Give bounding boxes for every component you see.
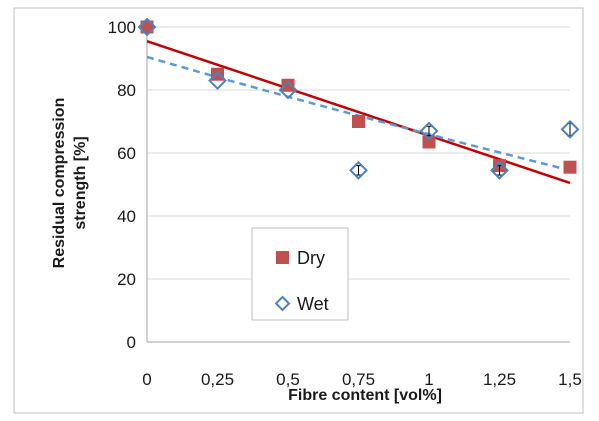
gridlines [146, 26, 570, 343]
dry-point [352, 115, 365, 128]
x-tick-label: 1,5 [558, 370, 582, 389]
dry-point [563, 160, 577, 174]
y-axis-title-line-2: strength [%] [72, 136, 89, 229]
wet-error-bar [355, 165, 362, 176]
y-tick-label: 0 [127, 333, 136, 352]
y-axis-title-line-1: Residual compression [51, 98, 68, 269]
x-axis-title: Fibre content [vol%] [288, 387, 442, 404]
wet-point [278, 80, 298, 100]
wet-point [349, 160, 368, 180]
y-tick-label: 20 [117, 270, 136, 289]
x-tick-label: 0,75 [342, 370, 375, 389]
wet-point [208, 71, 227, 90]
legend-dry-label: Dry [297, 248, 325, 268]
legend-wet-marker [274, 295, 291, 312]
x-tick-label: 0 [142, 370, 151, 389]
dry-point [422, 135, 436, 149]
y-tick-label: 60 [117, 144, 136, 163]
tick-labels: 0 20 40 60 80 100 0 0,25 0,5 0,75 1 1,25 1,5 [108, 18, 582, 389]
wet-point [137, 17, 157, 37]
wet-error-bar [567, 122, 573, 137]
y-tick-label: 100 [108, 18, 136, 37]
legend-dry-marker [276, 251, 289, 264]
wet-point [560, 119, 580, 139]
x-tick-label: 0,5 [276, 370, 300, 389]
chart-border [13, 7, 584, 414]
x-tick-label: 1,25 [483, 370, 516, 389]
legend-wet-label: Wet [297, 294, 329, 314]
wet-point [419, 121, 439, 141]
y-tick-label: 80 [117, 81, 136, 100]
data-points [137, 17, 580, 180]
dry-point [140, 20, 154, 34]
x-tick-label: 1 [424, 370, 433, 389]
dry-point [211, 67, 224, 81]
wet-trendline [146, 55, 571, 172]
x-tick-label: 0,25 [201, 370, 234, 389]
wet-point [490, 160, 509, 180]
legend-box [251, 227, 349, 321]
dry-point [281, 78, 295, 92]
y-tick-label: 40 [117, 207, 136, 226]
legend: Dry Wet [251, 227, 349, 321]
